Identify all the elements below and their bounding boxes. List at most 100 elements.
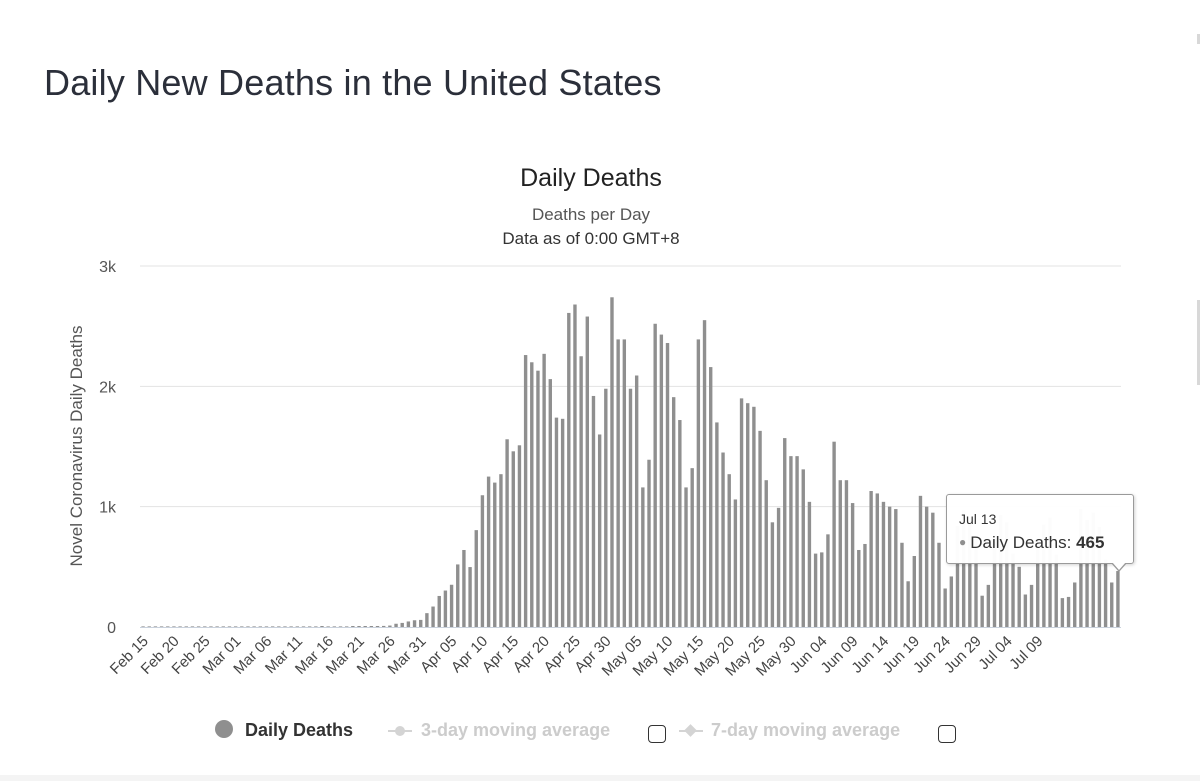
bar[interactable] xyxy=(270,626,275,627)
bar[interactable] xyxy=(881,501,886,627)
bar[interactable] xyxy=(961,510,966,627)
bar[interactable] xyxy=(1073,582,1077,627)
bar[interactable] xyxy=(931,512,935,627)
bar[interactable] xyxy=(1048,517,1052,628)
bar[interactable] xyxy=(776,507,781,627)
bar[interactable] xyxy=(1054,554,1058,627)
bar[interactable] xyxy=(517,445,522,627)
bar[interactable] xyxy=(585,316,589,627)
bar[interactable] xyxy=(1066,596,1071,627)
bar[interactable] xyxy=(431,606,435,627)
bar[interactable] xyxy=(1091,512,1095,627)
bar[interactable] xyxy=(258,626,262,627)
bar[interactable] xyxy=(486,476,491,627)
bar[interactable] xyxy=(900,542,904,627)
legend-item-3day-average[interactable]: 3-day moving average xyxy=(421,720,611,740)
bar[interactable] xyxy=(1042,524,1046,627)
bar[interactable] xyxy=(844,480,849,627)
bar[interactable] xyxy=(838,480,842,627)
bar[interactable] xyxy=(813,553,818,627)
bar[interactable] xyxy=(351,626,355,627)
bar[interactable] xyxy=(1011,553,1015,627)
bar[interactable] xyxy=(647,459,651,627)
bar[interactable] xyxy=(869,491,873,627)
bar[interactable] xyxy=(857,549,861,627)
bar[interactable] xyxy=(394,623,398,627)
bar[interactable] xyxy=(795,456,799,627)
bar[interactable] xyxy=(573,304,577,627)
bar[interactable] xyxy=(153,626,158,627)
bar[interactable] xyxy=(597,434,602,627)
bar[interactable] xyxy=(363,626,367,627)
bar[interactable] xyxy=(499,474,503,627)
bar[interactable] xyxy=(548,379,552,627)
legend-item-7day-average[interactable]: 7-day moving average xyxy=(711,720,901,740)
bar[interactable] xyxy=(480,495,485,627)
bar[interactable] xyxy=(924,506,929,627)
bar[interactable] xyxy=(493,482,497,627)
bar[interactable] xyxy=(462,549,466,627)
bar[interactable] xyxy=(610,297,614,627)
bar[interactable] xyxy=(591,395,596,627)
bar[interactable] xyxy=(721,452,725,627)
bar[interactable] xyxy=(783,438,787,627)
bar[interactable] xyxy=(443,590,448,627)
bar[interactable] xyxy=(906,581,910,627)
bar[interactable] xyxy=(653,323,657,627)
bar[interactable] xyxy=(240,626,244,627)
bar[interactable] xyxy=(894,509,898,627)
legend-7day-checkbox[interactable] xyxy=(938,725,956,743)
bar[interactable] xyxy=(388,625,392,627)
bar[interactable] xyxy=(887,506,892,627)
bar[interactable] xyxy=(1079,509,1083,627)
bar[interactable] xyxy=(770,522,775,627)
bar[interactable] xyxy=(1023,594,1028,627)
bar[interactable] xyxy=(227,626,232,627)
bar[interactable] xyxy=(628,388,633,627)
bar[interactable] xyxy=(141,626,145,627)
bar[interactable] xyxy=(190,626,195,627)
bar[interactable] xyxy=(536,370,540,627)
bar[interactable] xyxy=(474,530,478,627)
bar[interactable] xyxy=(314,626,318,627)
bar[interactable] xyxy=(801,469,805,627)
bar[interactable] xyxy=(671,397,676,627)
bar[interactable] xyxy=(400,622,404,627)
bar[interactable] xyxy=(992,537,997,627)
bar[interactable] xyxy=(295,626,300,627)
bar[interactable] xyxy=(178,626,182,627)
bar[interactable] xyxy=(696,339,701,627)
bar[interactable] xyxy=(215,626,219,627)
bar[interactable] xyxy=(746,403,750,627)
bar[interactable] xyxy=(184,626,188,627)
bar[interactable] xyxy=(338,626,343,627)
bar[interactable] xyxy=(468,567,472,627)
bar[interactable] xyxy=(357,626,361,627)
bar[interactable] xyxy=(542,353,546,627)
bar[interactable] xyxy=(221,626,225,627)
bar[interactable] xyxy=(1085,519,1089,627)
bar[interactable] xyxy=(203,626,207,627)
bar[interactable] xyxy=(289,626,293,627)
bar[interactable] xyxy=(579,356,583,627)
bar[interactable] xyxy=(369,626,374,627)
bar[interactable] xyxy=(727,474,731,627)
bar[interactable] xyxy=(918,495,923,627)
bar[interactable] xyxy=(949,576,954,627)
bar[interactable] xyxy=(159,626,164,627)
bar[interactable] xyxy=(326,626,330,627)
bar[interactable] xyxy=(344,626,349,627)
bar[interactable] xyxy=(523,355,528,627)
bar[interactable] xyxy=(1036,547,1040,627)
bar[interactable] xyxy=(758,430,762,627)
bar[interactable] xyxy=(505,439,509,627)
bar[interactable] xyxy=(307,626,312,627)
bar[interactable] xyxy=(419,619,423,627)
bar[interactable] xyxy=(968,523,972,627)
bar[interactable] xyxy=(641,487,645,627)
bar[interactable] xyxy=(986,584,991,627)
bar[interactable] xyxy=(252,626,256,627)
bar[interactable] xyxy=(320,626,324,627)
bar[interactable] xyxy=(166,626,170,627)
bar[interactable] xyxy=(752,406,756,627)
